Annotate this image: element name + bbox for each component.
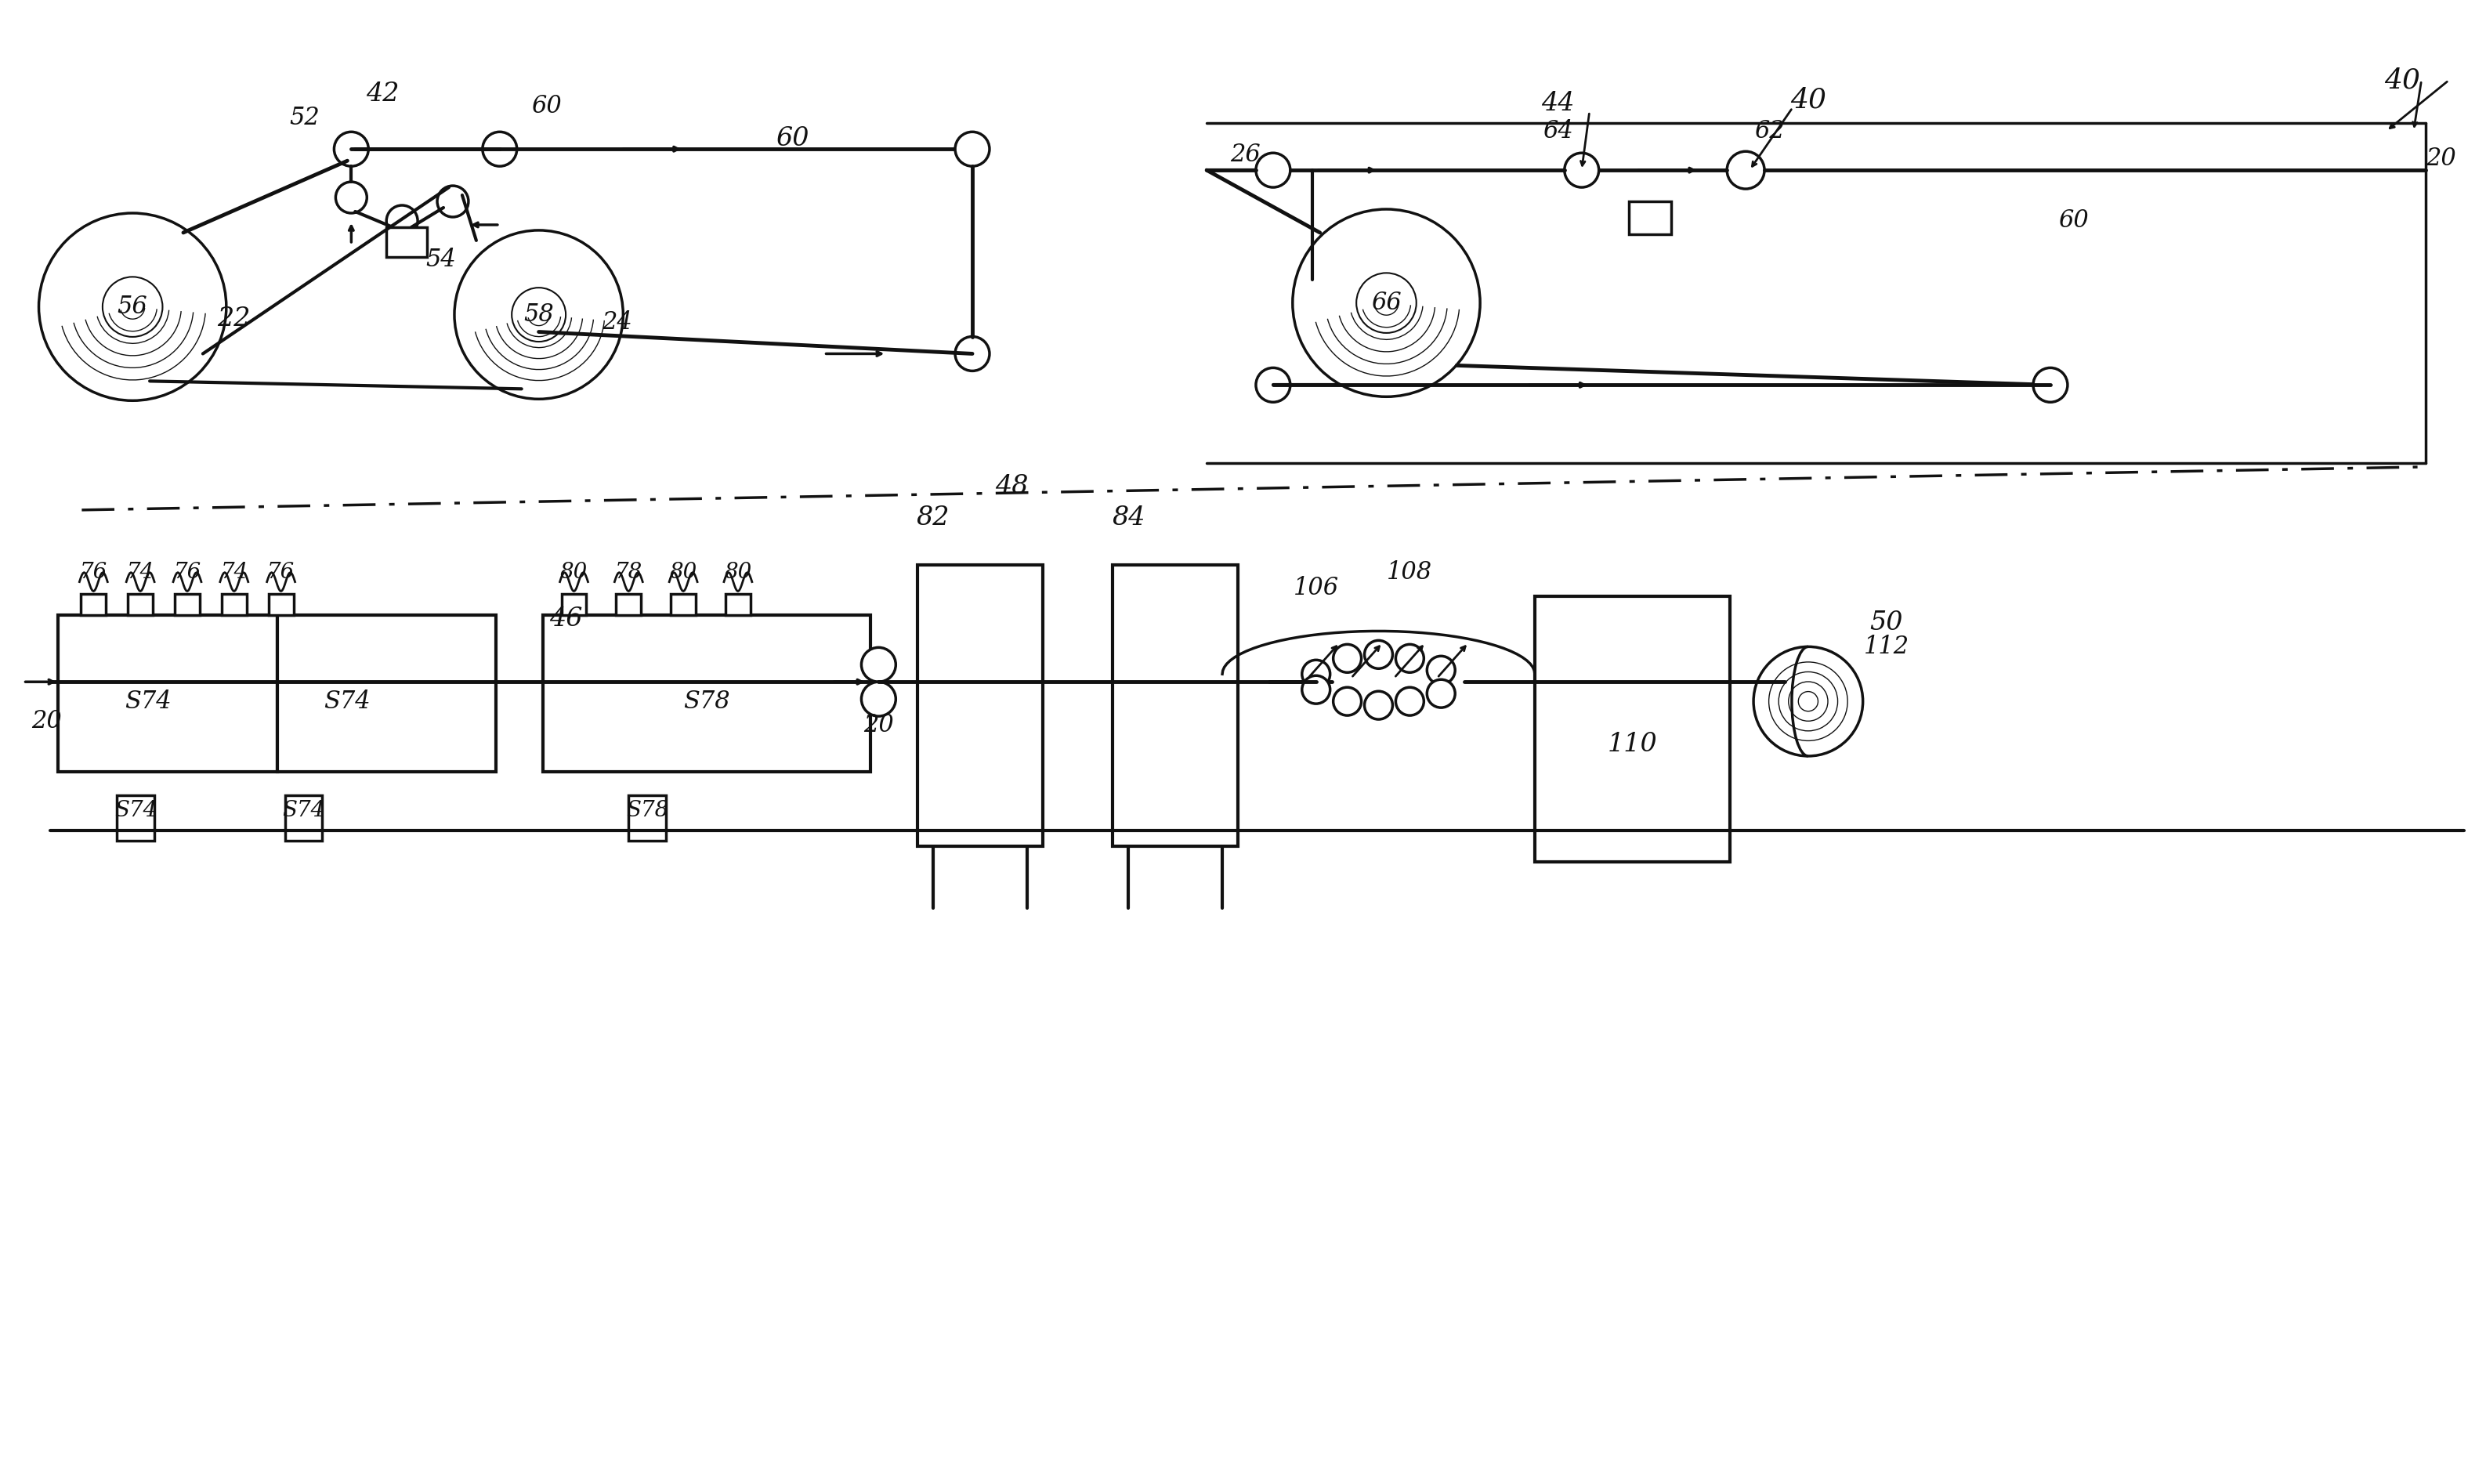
Circle shape [955, 132, 989, 166]
Text: 52: 52 [288, 105, 321, 131]
Circle shape [1728, 151, 1765, 188]
Text: 26: 26 [1231, 142, 1260, 166]
Circle shape [1303, 660, 1330, 689]
Circle shape [438, 186, 467, 217]
Circle shape [1427, 680, 1454, 708]
Circle shape [1395, 644, 1424, 672]
Circle shape [860, 647, 895, 681]
Text: S74: S74 [124, 689, 172, 714]
Text: 20: 20 [32, 709, 62, 733]
Bar [542, 616, 870, 772]
Text: 50: 50 [1869, 611, 1902, 635]
Circle shape [102, 278, 162, 337]
Bar [286, 795, 323, 840]
Bar [268, 594, 293, 616]
Text: 40: 40 [1790, 86, 1827, 113]
Text: 84: 84 [1111, 505, 1146, 530]
Circle shape [482, 132, 517, 166]
Circle shape [2034, 368, 2068, 402]
Text: 58: 58 [525, 303, 554, 326]
Text: 66: 66 [1372, 291, 1402, 315]
Bar [617, 594, 641, 616]
Text: 82: 82 [917, 505, 950, 530]
Circle shape [455, 230, 624, 399]
Text: 48: 48 [994, 473, 1029, 499]
Circle shape [1293, 209, 1479, 396]
Bar [57, 616, 276, 772]
Bar [629, 795, 666, 840]
Text: 76: 76 [174, 562, 201, 583]
Circle shape [333, 132, 368, 166]
Text: 40: 40 [2384, 67, 2419, 93]
Circle shape [1365, 641, 1392, 669]
Circle shape [512, 288, 567, 341]
Bar [221, 594, 246, 616]
Bar [174, 594, 199, 616]
Bar [726, 594, 751, 616]
Circle shape [1303, 675, 1330, 703]
Text: 74: 74 [127, 562, 154, 583]
Text: 76: 76 [266, 562, 296, 583]
Circle shape [385, 205, 418, 236]
Text: 108: 108 [1387, 561, 1432, 585]
Text: 46: 46 [549, 607, 582, 632]
Text: 20: 20 [2426, 147, 2456, 171]
Text: S78: S78 [684, 689, 731, 714]
Text: 80: 80 [669, 562, 696, 583]
Text: 78: 78 [614, 562, 641, 583]
Circle shape [1332, 687, 1362, 715]
Bar [917, 564, 1042, 846]
Text: 80: 80 [723, 562, 751, 583]
Bar [1114, 564, 1238, 846]
Text: 54: 54 [425, 248, 457, 272]
Text: 56: 56 [117, 295, 147, 319]
Circle shape [860, 681, 895, 717]
Circle shape [1395, 687, 1424, 715]
Circle shape [1365, 692, 1392, 720]
Text: 60: 60 [776, 126, 810, 151]
Bar [276, 616, 495, 772]
Bar [117, 795, 154, 840]
Text: S74: S74 [323, 689, 370, 714]
Bar [1534, 597, 1730, 862]
Circle shape [1564, 153, 1598, 187]
Circle shape [955, 337, 989, 371]
Bar [562, 594, 587, 616]
Text: 44: 44 [1541, 91, 1574, 116]
Bar [385, 227, 428, 257]
Text: 62: 62 [1755, 119, 1785, 144]
Text: 22: 22 [216, 306, 251, 331]
Bar [127, 594, 152, 616]
Text: 42: 42 [365, 82, 400, 107]
Circle shape [1332, 644, 1362, 672]
Text: 64: 64 [1544, 119, 1574, 144]
Circle shape [336, 183, 368, 214]
Text: S74: S74 [114, 800, 157, 821]
Text: 110: 110 [1608, 732, 1658, 757]
Circle shape [1357, 273, 1417, 332]
Text: S74: S74 [283, 800, 326, 821]
Circle shape [1427, 656, 1454, 684]
Text: 60: 60 [532, 93, 562, 119]
Bar [1628, 202, 1671, 234]
Circle shape [1753, 647, 1862, 755]
Circle shape [1255, 153, 1290, 187]
Text: 76: 76 [80, 562, 107, 583]
Text: 24: 24 [602, 310, 631, 334]
Bar [82, 594, 107, 616]
Text: 74: 74 [221, 562, 249, 583]
Text: 80: 80 [559, 562, 587, 583]
Bar [671, 594, 696, 616]
Circle shape [40, 214, 226, 401]
Text: 112: 112 [1864, 635, 1909, 659]
Text: 106: 106 [1293, 576, 1340, 600]
Text: 60: 60 [2058, 209, 2088, 233]
Text: S78: S78 [626, 800, 669, 821]
Text: 20: 20 [863, 712, 895, 738]
Circle shape [1255, 368, 1290, 402]
